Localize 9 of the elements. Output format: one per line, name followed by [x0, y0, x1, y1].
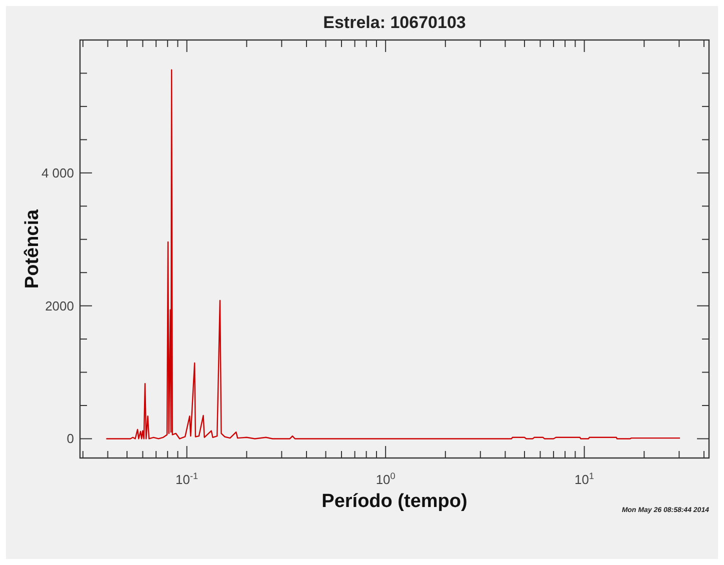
x-tick-label: 10$^{0}$ — [376, 471, 396, 487]
x-tick-label: 10$^{1}$ — [574, 471, 594, 487]
y-axis-title: Potência — [22, 208, 43, 289]
y-tick-label: 2000 — [45, 298, 74, 314]
x-tick-label: 10$^{-1}$ — [176, 471, 198, 487]
y-tick-label: 4 000 — [41, 165, 74, 180]
chart-title: Estrela: 10670103 — [323, 13, 466, 32]
y-tick-label: 0 — [66, 431, 74, 446]
x-axis-title: Período (tempo) — [322, 491, 468, 512]
